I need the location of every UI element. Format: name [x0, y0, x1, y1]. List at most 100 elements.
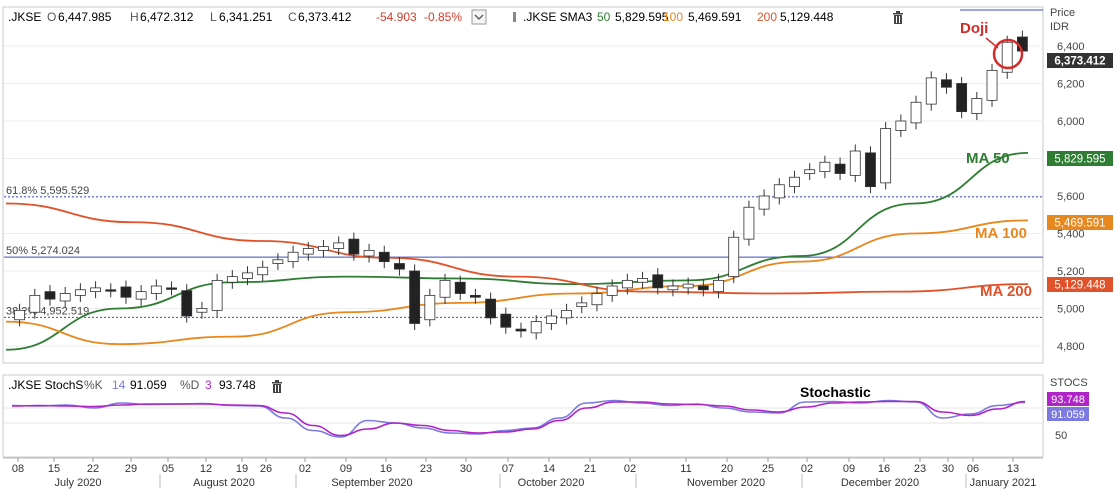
x-tick-label: 13	[1007, 463, 1019, 475]
x-tick-label: 12	[200, 463, 212, 475]
trash-icon[interactable]	[893, 11, 903, 24]
month-label: July 2020	[54, 477, 101, 489]
price-tick-label: 5,000	[1057, 304, 1085, 316]
candle-body	[439, 279, 451, 298]
symbol: .JKSE	[8, 10, 41, 24]
ma200-annotation: MA 200	[980, 283, 1032, 300]
candle-body	[394, 263, 405, 270]
close-value: 6,373.412	[298, 10, 352, 24]
fib-label: 38.2% 4,952.519	[6, 305, 89, 317]
stoch-k-value: 91.059	[130, 378, 167, 392]
candle-body	[105, 289, 117, 292]
candle-body	[986, 69, 998, 101]
trash-icon[interactable]	[272, 380, 282, 393]
high-key: H	[130, 10, 139, 24]
x-tick-label: 15	[48, 463, 60, 475]
x-tick-label: 30	[942, 463, 954, 475]
ma50-tag: 5,829.595	[1047, 151, 1113, 166]
month-label: September 2020	[331, 477, 412, 489]
stoch-d-label: %D	[180, 378, 200, 392]
month-label: January 2021	[970, 477, 1037, 489]
candlesticks	[14, 30, 1028, 340]
candle-body	[758, 195, 770, 210]
svg-text:93.748: 93.748	[1051, 394, 1085, 406]
candle-body	[834, 163, 846, 174]
candle-body	[895, 120, 907, 131]
candle-body	[621, 279, 633, 289]
candle-body	[515, 328, 527, 332]
price-tick-label: 5,600	[1057, 191, 1085, 203]
sma100-key: 100	[663, 10, 683, 24]
price-tick-label: 5,400	[1057, 229, 1085, 241]
candle-body	[819, 161, 831, 173]
candle-body	[849, 150, 861, 176]
candle-body	[378, 251, 390, 263]
candle-body	[211, 279, 223, 311]
candle-body	[713, 279, 724, 293]
drag-handle-icon[interactable]	[513, 12, 516, 22]
price-tick-label: 4,800	[1057, 341, 1085, 353]
stoch-panel-frame	[2, 374, 1044, 458]
change-pct: -0.85%	[424, 10, 462, 24]
candle-body	[789, 176, 800, 188]
x-tick-label: 22	[87, 463, 99, 475]
svg-text:91.059: 91.059	[1051, 409, 1085, 421]
x-tick-label: 09	[340, 463, 352, 475]
x-tick-label: 23	[420, 463, 432, 475]
fib-label: 50% 5,274.024	[6, 245, 80, 257]
candle-body	[14, 309, 26, 321]
candle-body	[135, 291, 147, 300]
candle-body	[59, 293, 71, 302]
candle-body	[956, 83, 968, 113]
open-value: 6,447.985	[58, 10, 112, 24]
current-price-tag: 6,373.412	[1047, 53, 1113, 68]
svg-text:5,469.591: 5,469.591	[1054, 218, 1105, 230]
x-tick-label: 02	[299, 463, 311, 475]
dropdown-button[interactable]	[471, 9, 487, 25]
low-key: L	[210, 10, 217, 24]
candle-body	[150, 285, 162, 294]
price-axis-unit: IDR	[1050, 21, 1069, 33]
moving-averages	[5, 151, 1029, 351]
candle-body	[576, 302, 588, 308]
candle-body	[272, 259, 284, 264]
x-tick-label: 11	[680, 463, 691, 475]
stoch-tick-50: 50	[1055, 430, 1067, 442]
open-key: O	[47, 10, 56, 24]
month-label: October 2020	[518, 477, 585, 489]
candle-body	[120, 286, 132, 298]
price-tick-label: 5,200	[1057, 266, 1085, 278]
sma200-key: 200	[757, 10, 777, 24]
x-tick-label: 14	[543, 463, 555, 475]
sma100-value: 5,469.591	[688, 10, 742, 24]
candle-body	[287, 251, 299, 263]
grid	[4, 45, 1043, 347]
candle-body	[1001, 41, 1013, 73]
x-tick-label: 21	[584, 463, 596, 475]
svg-text:5,829.595: 5,829.595	[1054, 154, 1105, 166]
candle-body	[44, 291, 56, 300]
month-label: November 2020	[687, 477, 765, 489]
candle-body	[773, 184, 785, 199]
candle-body	[561, 309, 572, 319]
month-label: August 2020	[193, 477, 255, 489]
stoch-k-param: 14	[112, 378, 126, 392]
x-tick-label: 25	[762, 463, 774, 475]
sma50-key: 50	[597, 10, 611, 24]
candle-body	[333, 242, 345, 249]
candle-body	[226, 276, 238, 283]
candle-body	[363, 249, 375, 257]
stoch-label: .JKSE StochS	[8, 378, 83, 392]
candle-body	[74, 289, 86, 296]
chevron-down-icon	[474, 14, 484, 20]
price-tick-label: 6,200	[1057, 79, 1085, 91]
svg-text:6,373.412: 6,373.412	[1054, 56, 1105, 68]
x-tick-label: 08	[12, 463, 24, 475]
x-tick-label: 16	[878, 463, 890, 475]
x-tick-label: 26	[260, 463, 272, 475]
price-tick-label: 6,000	[1057, 116, 1085, 128]
ma-line-sma200	[5, 202, 1029, 295]
candle-body	[166, 287, 177, 290]
candle-body	[181, 290, 193, 317]
